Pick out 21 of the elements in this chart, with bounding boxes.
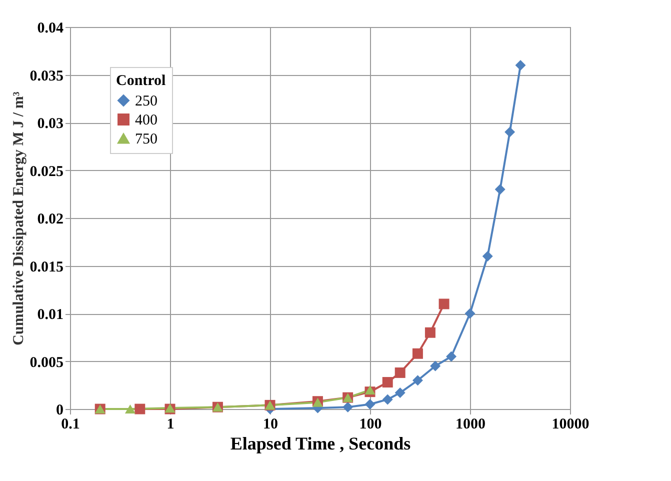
x-tick-label: 10000: [552, 416, 590, 432]
x-tick-label: 10: [263, 416, 278, 432]
x-axis-title: Elapsed Time , Seconds: [230, 434, 411, 454]
x-tick-label: 100: [359, 416, 382, 432]
legend-title: Control: [116, 73, 166, 89]
y-tick-label: 0: [56, 402, 64, 418]
legend-label: 750: [135, 132, 158, 148]
x-tick-label: 1000: [456, 416, 486, 432]
y-tick-label: 0.02: [37, 212, 64, 228]
x-tick-label: 0.1: [61, 416, 80, 432]
y-tick-label: 0.03: [37, 116, 64, 132]
legend-label: 250: [135, 94, 158, 110]
legend-label: 400: [135, 112, 158, 128]
y-tick-label: 0.025: [30, 164, 64, 180]
y-tick-label: 0.015: [30, 259, 64, 276]
y-axis-title: Cumulative Dissipated Energy M J / m³: [10, 91, 27, 346]
y-tick-label: 0.005: [30, 354, 64, 371]
y-tick-label: 0.04: [37, 20, 64, 36]
y-tick-label: 0.035: [30, 68, 64, 84]
y-tick-label: 0.01: [37, 307, 64, 323]
x-tick-label: 1: [166, 416, 174, 432]
